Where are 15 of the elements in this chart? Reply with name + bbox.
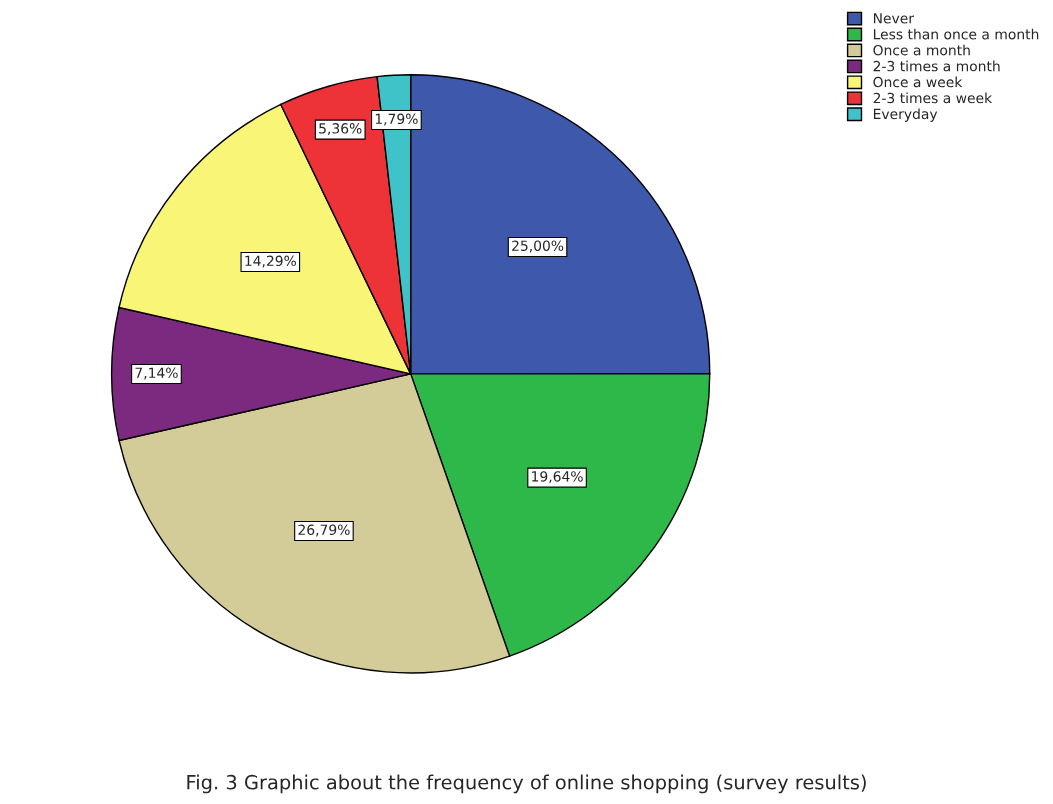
data-label: 19,64% — [532, 471, 583, 484]
legend-label: Never — [873, 13, 915, 24]
data-label: 25,00% — [512, 240, 564, 253]
legend-label: 2-3 times a month — [873, 60, 1000, 72]
legend-label: Once a month — [873, 44, 970, 56]
data-label: 14,29% — [245, 255, 297, 268]
caption: Fig. 3 Graphic about the frequency of online shopping (survey results) — [187, 774, 866, 794]
legend-label: 2-3 times a week — [873, 92, 993, 104]
legend-label: Once a week — [873, 76, 963, 88]
data-label: 26,79% — [298, 524, 350, 537]
legend-label: Less than once a month — [873, 28, 1039, 40]
data-label: 5,36% — [319, 123, 362, 136]
data-label: 1,79% — [375, 113, 418, 126]
legend-label: Everyday — [873, 108, 938, 122]
data-label: 7,14% — [135, 367, 178, 380]
